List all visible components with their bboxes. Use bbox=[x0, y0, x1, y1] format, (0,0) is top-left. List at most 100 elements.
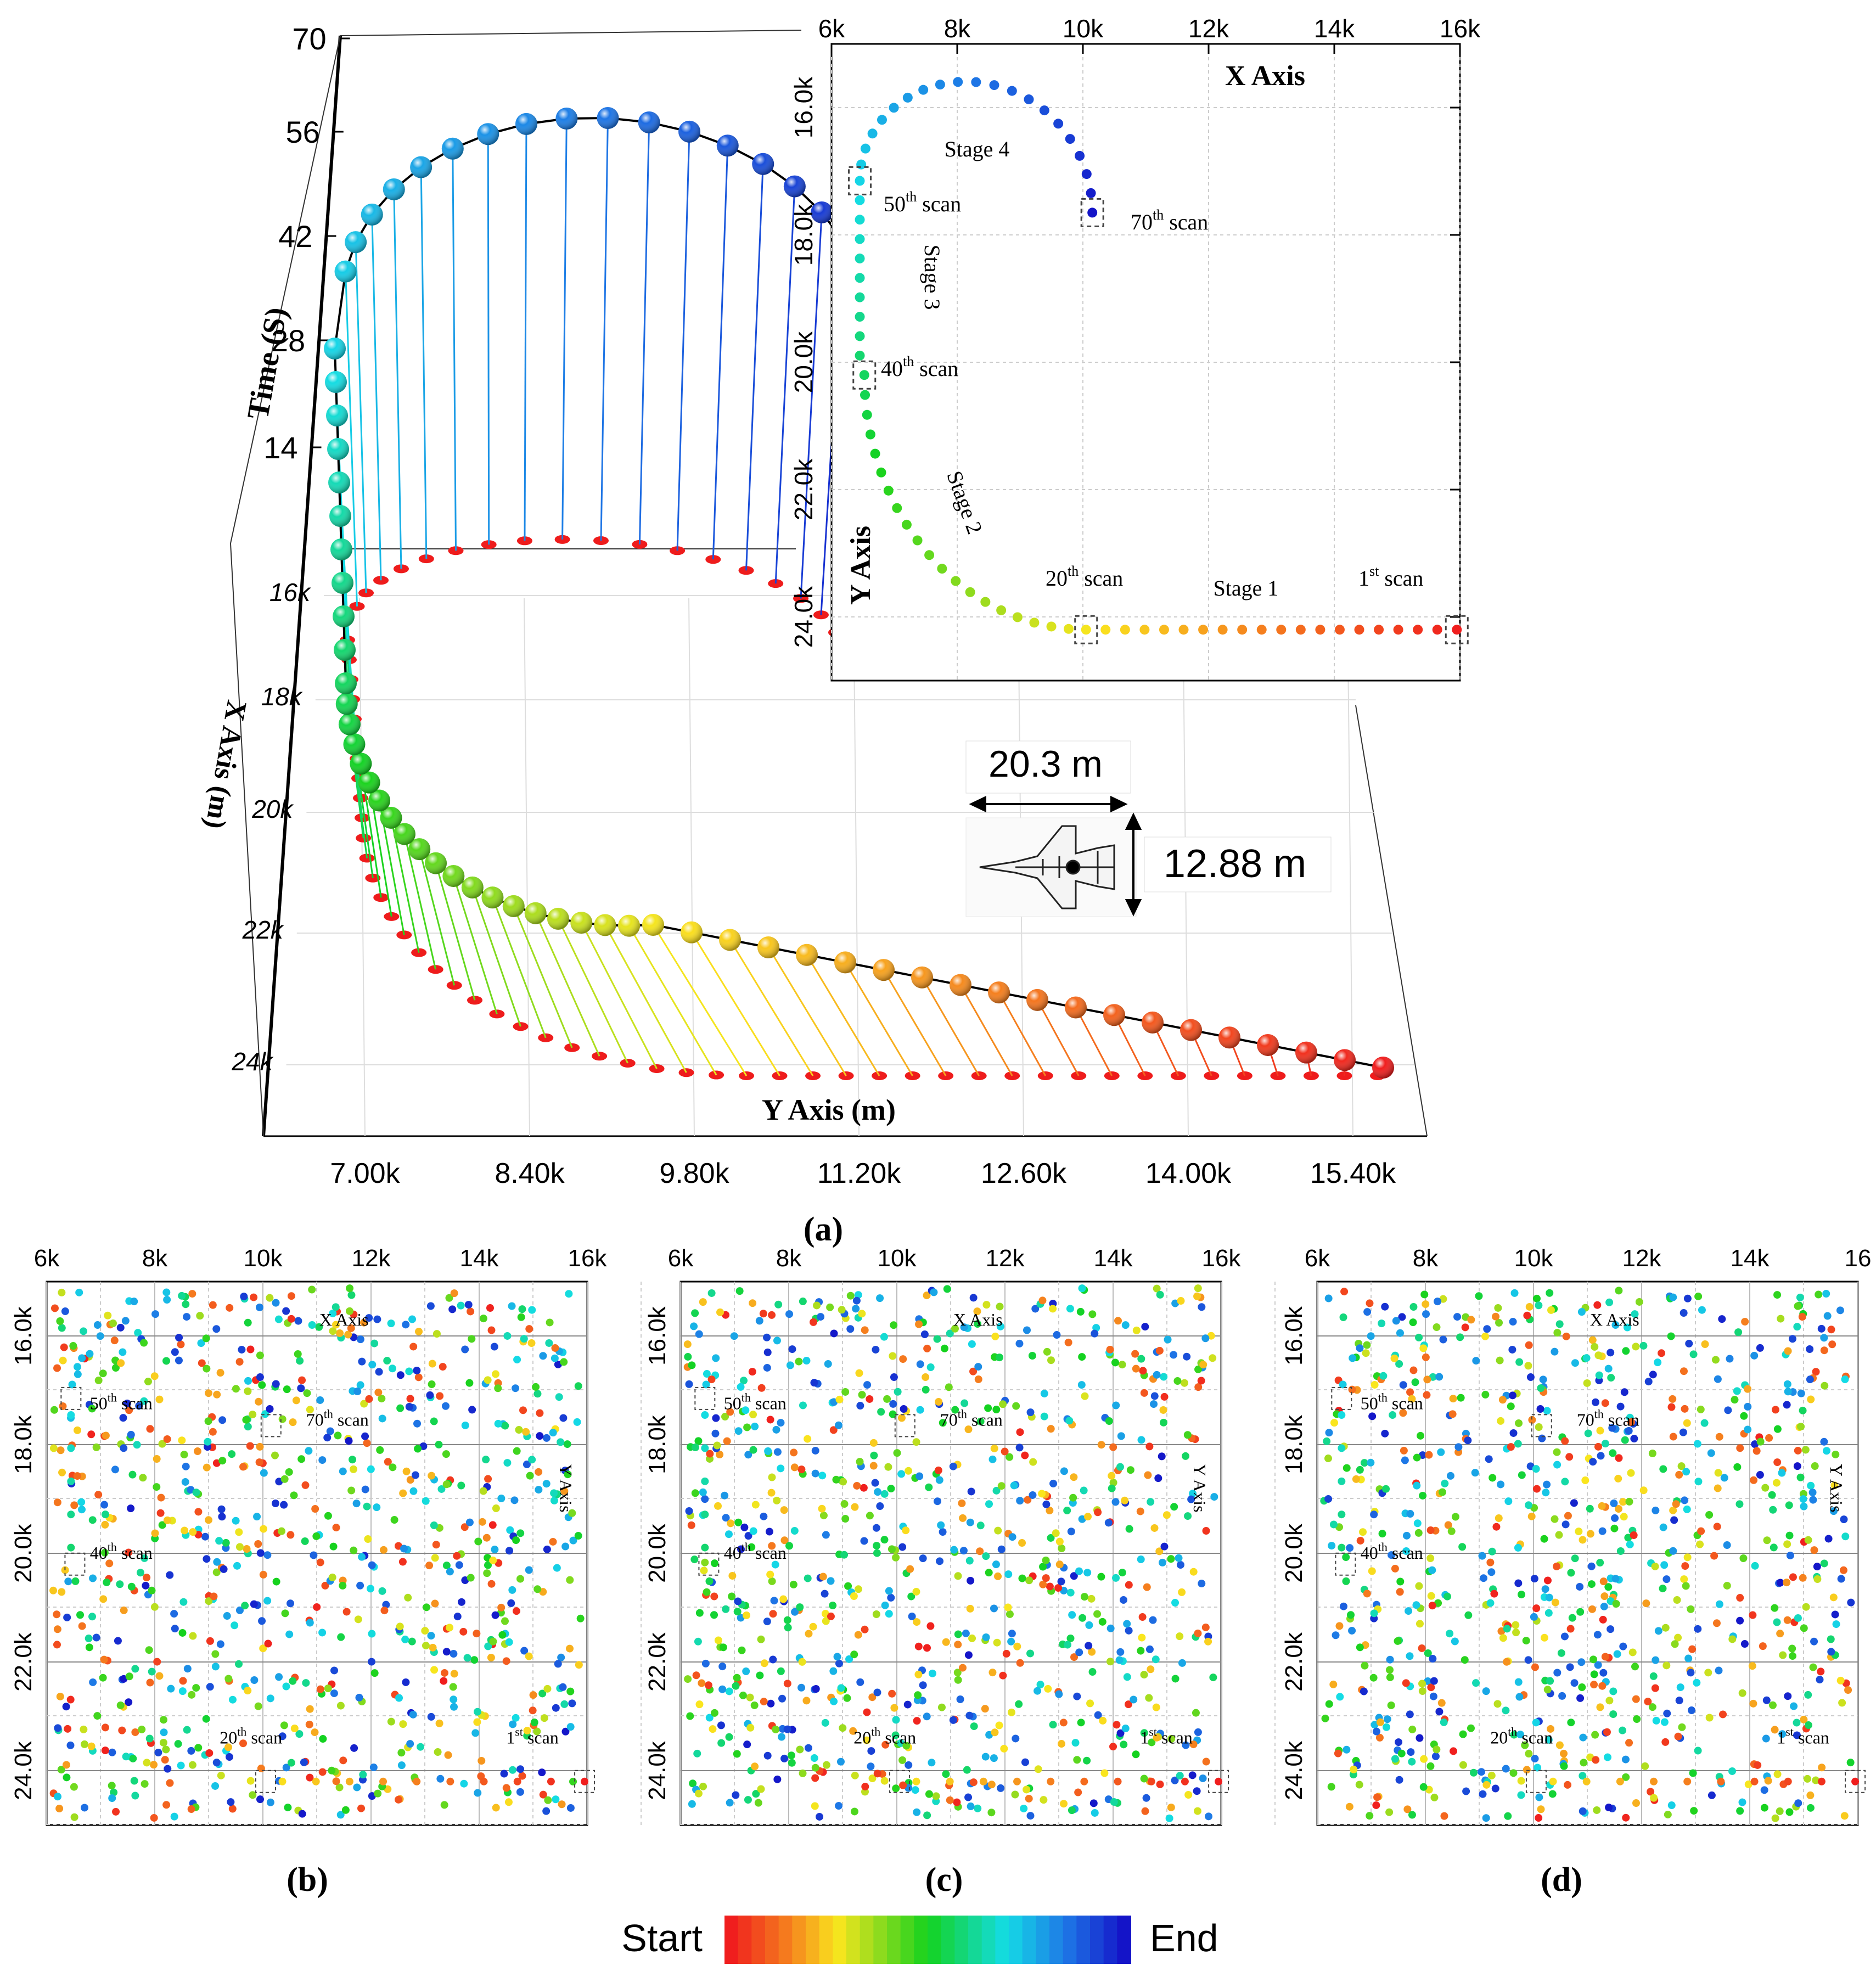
scatter-point bbox=[1165, 1814, 1173, 1822]
scatter-point bbox=[743, 1740, 751, 1749]
scatter-point bbox=[797, 1465, 806, 1474]
scatter-point bbox=[205, 1516, 213, 1524]
trajectory-point bbox=[846, 1325, 855, 1333]
colorbar-cell bbox=[981, 1916, 996, 1964]
scatter-point bbox=[111, 1465, 119, 1474]
scatter-point bbox=[406, 1395, 414, 1403]
scatter-point bbox=[382, 1601, 390, 1609]
scatter-point bbox=[487, 1580, 496, 1588]
scatter-point bbox=[1744, 1385, 1752, 1393]
scatter-point bbox=[1662, 1661, 1671, 1670]
scatter-point bbox=[153, 1483, 161, 1491]
scatter-point bbox=[281, 1609, 289, 1618]
scatter-point bbox=[912, 1587, 920, 1596]
scatter-point bbox=[734, 1597, 742, 1605]
scatter-point bbox=[735, 1287, 744, 1295]
scatter-point bbox=[713, 1441, 721, 1450]
sphere-shading-13 bbox=[911, 966, 933, 989]
scatter-point bbox=[773, 1496, 781, 1504]
scatter-point bbox=[1433, 1323, 1441, 1332]
trajectory-point bbox=[701, 1477, 709, 1485]
scatter-point bbox=[1740, 1640, 1749, 1648]
scatter-point bbox=[783, 1680, 791, 1688]
scatter-point bbox=[1576, 1582, 1584, 1591]
sphere-shading-40 bbox=[335, 672, 357, 694]
scatter-point bbox=[968, 1340, 976, 1348]
scatter-point bbox=[959, 1514, 967, 1522]
scatter-point bbox=[1008, 1533, 1016, 1541]
scatter-point bbox=[1016, 1659, 1024, 1667]
scatter-point bbox=[1079, 1614, 1087, 1622]
scatter-point bbox=[1682, 1468, 1690, 1476]
scatter-point bbox=[867, 1747, 875, 1755]
scatter-point bbox=[821, 1590, 829, 1598]
scatter-point bbox=[902, 1742, 911, 1750]
scatter-point bbox=[1427, 1683, 1435, 1692]
scatter-point bbox=[937, 1521, 945, 1529]
scatter-point bbox=[1785, 1808, 1794, 1816]
scatter-point bbox=[809, 1622, 817, 1631]
scatter-point bbox=[442, 1480, 451, 1489]
scatter-point bbox=[233, 1562, 241, 1570]
scatter-point bbox=[1111, 1358, 1119, 1367]
scatter-point bbox=[913, 1808, 921, 1816]
scatter-point bbox=[131, 1665, 139, 1673]
scatter-point bbox=[440, 1677, 448, 1685]
scatter-point bbox=[1733, 1387, 1741, 1395]
scatter-point bbox=[350, 1465, 358, 1473]
scatter-point bbox=[1440, 1812, 1448, 1820]
scatter-point bbox=[853, 1481, 861, 1490]
scatter-point bbox=[749, 1527, 757, 1535]
scatter-point bbox=[1350, 1765, 1358, 1773]
scatter-point bbox=[1688, 1645, 1697, 1653]
scatter-point bbox=[551, 1344, 559, 1352]
scatter-point bbox=[906, 1565, 914, 1573]
scatter-point bbox=[1793, 1731, 1801, 1739]
scatter-point bbox=[1532, 1465, 1540, 1473]
scatter-point bbox=[1565, 1453, 1574, 1461]
colorbar-cell bbox=[1022, 1916, 1037, 1964]
scatter-point bbox=[1659, 1585, 1667, 1593]
sphere-shading-65 bbox=[783, 175, 806, 198]
scatter-point bbox=[70, 1501, 78, 1509]
scatter-point bbox=[1094, 1508, 1102, 1517]
scatter-point bbox=[63, 1773, 71, 1782]
inset-point-scan-40 bbox=[859, 370, 869, 380]
scatter-point bbox=[732, 1682, 740, 1690]
scatter-point bbox=[691, 1309, 699, 1317]
scatter-point bbox=[746, 1693, 754, 1702]
scatter-point bbox=[367, 1585, 375, 1593]
box-scan-70 bbox=[1080, 198, 1104, 227]
scan-70-label: 70th scan bbox=[940, 1407, 1003, 1429]
scatter-point bbox=[1784, 1692, 1792, 1700]
sphere-shading-8 bbox=[1103, 1004, 1125, 1026]
3d-axes-frame bbox=[230, 30, 1428, 1137]
scatter-point bbox=[722, 1605, 730, 1613]
scatter-point bbox=[53, 1625, 61, 1633]
scatter-point bbox=[171, 1625, 179, 1633]
scatter-point bbox=[1681, 1496, 1689, 1504]
scatter-point bbox=[435, 1440, 443, 1448]
scatter-point bbox=[133, 1441, 141, 1449]
trajectory-point bbox=[121, 1317, 130, 1325]
scatter-point bbox=[404, 1593, 412, 1602]
z-tick-label: 56 bbox=[285, 115, 319, 149]
scatter-point bbox=[1667, 1332, 1675, 1340]
x-tick-label: 6k bbox=[668, 1245, 694, 1272]
scatter-point bbox=[1137, 1647, 1145, 1655]
scatter-point bbox=[77, 1506, 86, 1514]
scatter-point bbox=[1098, 1618, 1106, 1626]
panel-b-chart: 6k 8k 10k 12k 14k 16k16.0k18.0k20.0k22.0k24.0… bbox=[10, 1245, 642, 1826]
scatter-point bbox=[1530, 1613, 1538, 1621]
scatter-point bbox=[1092, 1324, 1100, 1332]
scatter-point bbox=[130, 1777, 138, 1785]
scatter-point bbox=[358, 1553, 366, 1561]
inset-x-tick-label: 8k bbox=[944, 14, 971, 43]
sphere-shading-18 bbox=[719, 929, 741, 951]
scatter-point bbox=[560, 1487, 569, 1495]
scatter-point bbox=[856, 1678, 864, 1686]
scatter-point bbox=[295, 1730, 304, 1738]
scatter-point bbox=[1759, 1642, 1767, 1650]
scatter-point bbox=[198, 1359, 206, 1367]
scatter-point bbox=[933, 1335, 941, 1343]
